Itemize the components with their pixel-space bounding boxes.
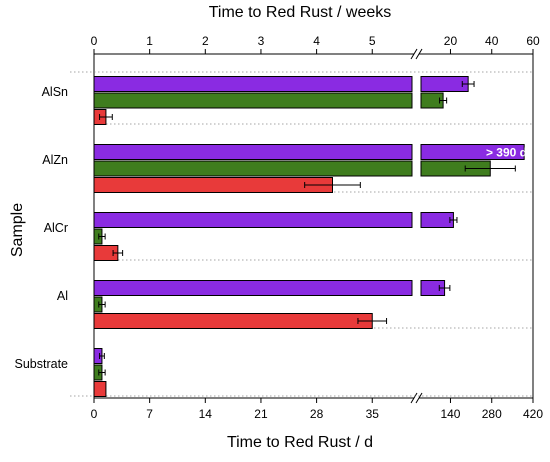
x-top-tick-label: 20 — [444, 34, 458, 48]
bar-broken-part — [420, 144, 525, 160]
x-top-tick-label: 3 — [258, 34, 265, 48]
x-tick-label: 28 — [310, 407, 324, 421]
plot-frame — [93, 48, 534, 404]
bar — [93, 381, 107, 397]
x-tick-label: 14 — [199, 407, 213, 421]
x-top-tick-label: 0 — [91, 34, 98, 48]
x-tick-label: 7 — [146, 407, 153, 421]
bar — [93, 280, 413, 296]
x-tick-label: 140 — [440, 407, 460, 421]
bar-broken-part — [420, 212, 454, 228]
axis-break-mark-bottom — [410, 392, 418, 404]
axis-break-mark-bottom — [415, 392, 423, 404]
separator-lines — [70, 71, 533, 397]
x-top-tick-label: 2 — [202, 34, 209, 48]
bar-broken-part — [420, 76, 469, 92]
category-label: Substrate — [14, 357, 68, 371]
x-top-tick-label: 1 — [146, 34, 153, 48]
x-tick-label: 21 — [254, 407, 268, 421]
x-top-tick-label: 5 — [369, 34, 376, 48]
category-label: AlZn — [42, 153, 68, 167]
x-top-tick-label: 60 — [526, 34, 540, 48]
bars — [93, 76, 525, 397]
bar — [93, 313, 373, 329]
x-tick-label: 420 — [523, 407, 543, 421]
axis-break-mark-top — [410, 48, 418, 60]
bar — [93, 144, 413, 160]
bar — [93, 92, 413, 109]
bar-annotation: > 390 d — [486, 146, 527, 160]
bar — [93, 160, 413, 177]
x-tick-label: 35 — [366, 407, 380, 421]
x-tick-label: 280 — [482, 407, 502, 421]
x-axis-top-title: Time to Red Rust / weeks — [209, 4, 392, 21]
category-label: AlCr — [44, 221, 68, 235]
x-axis-bottom-title: Time to Red Rust / d — [227, 434, 373, 451]
axis-ticks — [93, 49, 534, 403]
bar — [93, 76, 413, 92]
category-label: Al — [57, 289, 68, 303]
x-top-tick-label: 40 — [485, 34, 499, 48]
bar — [93, 177, 333, 193]
x-tick-label: 0 — [91, 407, 98, 421]
x-top-tick-label: 4 — [313, 34, 320, 48]
bar — [93, 212, 413, 228]
axis-break-mark-top — [415, 48, 423, 60]
category-label: AlSn — [42, 85, 68, 99]
y-axis-title: Sample — [9, 203, 26, 257]
